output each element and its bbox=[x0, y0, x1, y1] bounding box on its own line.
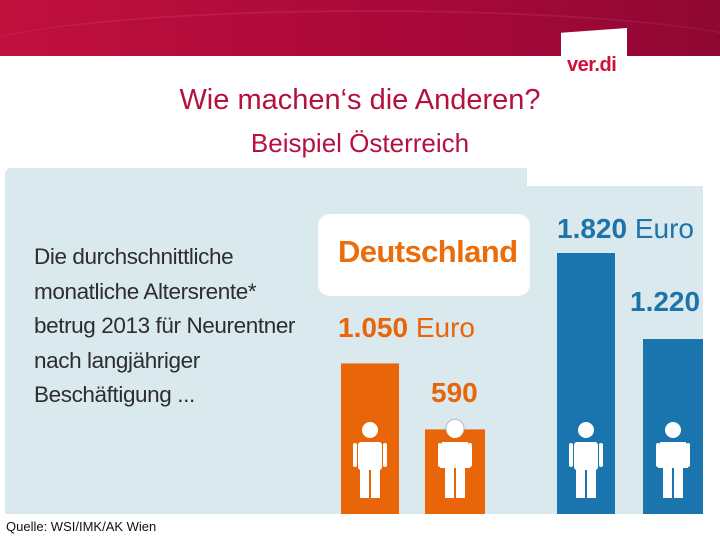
value-label-2: 1.820 Euro bbox=[557, 213, 694, 245]
bar-2 bbox=[557, 253, 615, 514]
woman-icon-3 bbox=[656, 422, 690, 498]
man-icon-2 bbox=[569, 422, 603, 498]
value-number-1: 590 bbox=[431, 377, 478, 409]
value-number-2: 1.820 bbox=[557, 213, 628, 244]
header-band bbox=[0, 0, 720, 56]
page-subtitle: Beispiel Österreich bbox=[250, 128, 470, 158]
value-label-0: 1.050 Euro bbox=[338, 312, 475, 344]
value-label-3: 1.220 bbox=[630, 286, 700, 318]
woman-icon-1 bbox=[438, 422, 472, 498]
value-unit-0: Euro bbox=[408, 312, 476, 344]
verdi-logo: ver.di bbox=[561, 28, 627, 88]
value-number-0: 1.050 bbox=[338, 312, 409, 344]
country-label: Deutschland bbox=[338, 234, 518, 269]
value-number-3: 1.220 bbox=[630, 286, 701, 318]
value-label-1: 590 bbox=[431, 377, 478, 409]
man-icon-0 bbox=[353, 422, 387, 498]
logo-flag bbox=[561, 28, 627, 88]
description-text: Die durchschnittliche monatliche Altersr… bbox=[34, 244, 296, 407]
value-unit-2: Euro bbox=[627, 213, 695, 244]
page-title: Wie machen‘s die Anderen? bbox=[179, 84, 541, 116]
source-note: Quelle: WSI/IMK/AK Wien bbox=[6, 519, 157, 534]
country-label-box: Deutschland bbox=[318, 214, 530, 296]
bar-0 bbox=[341, 363, 399, 514]
logo-text: ver.di bbox=[567, 54, 617, 76]
